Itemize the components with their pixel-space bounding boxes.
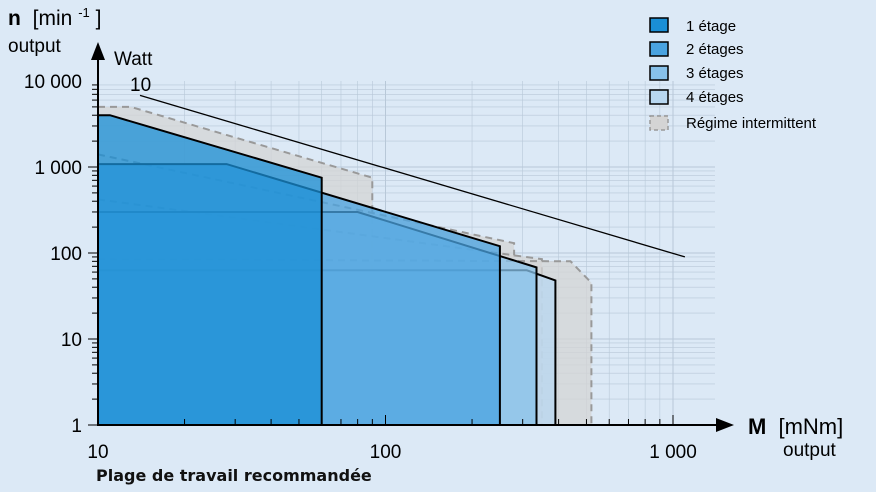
watt-value: 10 <box>130 75 151 96</box>
y-tick-label: 100 <box>50 244 82 265</box>
y-tick-label: 1 <box>71 416 82 437</box>
legend-label-3: 3 étages <box>686 65 744 82</box>
x-axis-sublabel: output <box>783 440 837 461</box>
axes <box>91 42 734 432</box>
power-line-10w <box>139 94 686 258</box>
power-line <box>139 94 686 258</box>
legend-item-2: 2 étages <box>649 41 744 58</box>
legend-label-1: 1 étage <box>686 18 736 35</box>
y-axis-unit-close: ] <box>96 7 102 30</box>
x-axis-title: M [mNm] <box>748 414 843 439</box>
y-tick-label: 1 000 <box>34 158 82 179</box>
x-axis-unit: [mNm] <box>778 414 843 439</box>
y-axis-unit: [min <box>33 7 73 30</box>
legend-swatch-4 <box>649 89 669 105</box>
footer-title: Plage de travail recommandée <box>96 466 372 485</box>
legend-item-intermittent: Régime intermittent <box>649 115 817 132</box>
x-tick-label: 100 <box>370 442 402 463</box>
legend-label-2: 2 étages <box>686 41 744 58</box>
legend-swatch-2 <box>649 41 669 57</box>
y-axis-title: n [min -1 ] <box>8 0 101 30</box>
legend: 1 étage 2 étages 3 étages 4 étages Régim… <box>649 17 817 132</box>
legend-swatch-1 <box>649 17 669 33</box>
x-tick-label: 1 000 <box>649 442 697 463</box>
legend-swatch-3 <box>649 65 669 81</box>
x-axis-arrow <box>716 418 734 432</box>
x-axis-symbol: M <box>748 414 766 439</box>
y-axis-symbol: n <box>8 7 21 30</box>
legend-item-3: 3 étages <box>649 65 744 82</box>
watt-label: Watt <box>114 49 153 70</box>
x-tick-label: 10 <box>87 442 108 463</box>
y-tick-label: 10 <box>61 330 82 351</box>
legend-label-intermittent: Régime intermittent <box>686 115 817 132</box>
y-axis-unit-sup: -1 <box>78 5 90 20</box>
y-axis-arrow <box>91 42 105 60</box>
legend-swatch-intermittent <box>649 115 669 131</box>
legend-item-4: 4 étages <box>649 89 744 106</box>
series-areas <box>97 114 557 426</box>
y-axis-sublabel: output <box>8 36 62 57</box>
legend-item-1: 1 étage <box>649 17 736 35</box>
y-tick-label: 10 000 <box>24 72 82 93</box>
legend-label-4: 4 étages <box>686 89 744 106</box>
